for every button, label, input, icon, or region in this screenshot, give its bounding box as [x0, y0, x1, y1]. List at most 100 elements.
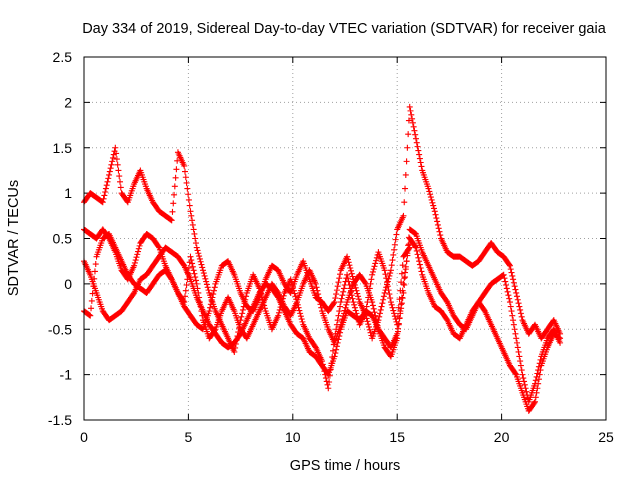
data-point	[514, 296, 521, 303]
data-point	[352, 284, 359, 291]
data-point	[196, 299, 203, 306]
data-point	[280, 292, 287, 299]
data-point	[107, 165, 114, 172]
data-point	[507, 303, 514, 310]
data-point	[366, 326, 373, 333]
x-tick-labels: 0 5 10 15 20 25	[80, 429, 614, 445]
data-point	[89, 290, 96, 297]
data-point	[336, 275, 343, 282]
data-point	[531, 399, 538, 406]
data-point	[185, 196, 192, 203]
data-point	[532, 398, 539, 405]
data-point	[373, 316, 380, 323]
data-point	[394, 328, 401, 335]
data-point	[194, 247, 201, 254]
x-tick-label: 0	[80, 429, 88, 445]
data-point	[378, 303, 385, 310]
y-tick-label: 1.5	[53, 140, 73, 156]
data-point	[314, 287, 321, 294]
data-point	[168, 217, 175, 224]
data-point	[506, 299, 513, 306]
data-point	[183, 179, 190, 186]
data-point	[369, 299, 376, 306]
data-point	[187, 253, 194, 260]
data-point	[413, 247, 420, 254]
data-point	[425, 185, 432, 192]
data-point	[399, 262, 406, 269]
data-point	[340, 310, 347, 317]
data-point	[275, 309, 282, 316]
data-point	[112, 144, 119, 151]
data-point	[385, 275, 392, 282]
data-point	[505, 292, 512, 299]
data-point	[387, 267, 394, 274]
data-point	[398, 301, 405, 308]
data-point	[510, 279, 517, 286]
data-point	[513, 293, 520, 300]
data-point	[370, 305, 377, 312]
data-point	[347, 264, 354, 271]
data-point	[192, 240, 199, 247]
data-point	[557, 335, 564, 342]
data-point	[502, 278, 509, 285]
data-point	[343, 301, 350, 308]
data-point	[197, 258, 204, 265]
data-point	[181, 162, 188, 169]
data-point	[207, 304, 214, 311]
data-point	[333, 287, 340, 294]
data-point	[131, 259, 138, 266]
data-point	[182, 174, 189, 181]
data-point	[362, 279, 369, 286]
data-point	[418, 268, 425, 275]
data-point	[396, 314, 403, 321]
data-point	[503, 285, 510, 292]
data-point	[363, 315, 370, 322]
data-point	[198, 308, 205, 315]
data-point	[210, 291, 217, 298]
data-point	[297, 310, 304, 317]
data-point	[339, 316, 346, 323]
data-point	[351, 304, 358, 311]
data-point	[350, 299, 357, 306]
data-point	[238, 313, 245, 320]
data-point	[239, 310, 246, 317]
data-point	[104, 178, 111, 185]
data-point	[91, 268, 98, 275]
data-point	[431, 208, 438, 215]
data-point	[536, 371, 543, 378]
data-point	[184, 185, 191, 192]
data-point	[210, 287, 217, 294]
data-point	[342, 304, 349, 311]
data-point	[189, 217, 196, 224]
data-point	[291, 290, 298, 297]
data-point	[517, 358, 524, 365]
y-tick-label: 1	[64, 185, 72, 201]
data-point	[193, 280, 200, 287]
data-point	[354, 290, 361, 297]
data-point	[331, 353, 338, 360]
data-point	[506, 295, 513, 302]
data-point	[337, 321, 344, 328]
data-point	[344, 253, 351, 260]
data-point	[416, 155, 423, 162]
data-point	[509, 272, 516, 279]
data-point	[388, 301, 395, 308]
data-point	[135, 245, 142, 252]
data-point	[352, 307, 359, 314]
data-point	[520, 375, 527, 382]
data-point	[190, 226, 197, 233]
data-point	[384, 281, 391, 288]
data-point	[106, 171, 113, 178]
data-point	[335, 312, 342, 319]
data-point	[88, 305, 95, 312]
data-point	[414, 143, 421, 150]
data-point	[167, 216, 174, 223]
data-point	[402, 171, 409, 178]
y-tick-label: 0	[64, 276, 72, 292]
data-point	[132, 257, 139, 264]
data-point	[102, 188, 109, 195]
data-point	[333, 291, 340, 298]
data-point	[415, 254, 422, 261]
data-point	[348, 267, 355, 274]
data-point	[430, 202, 437, 209]
